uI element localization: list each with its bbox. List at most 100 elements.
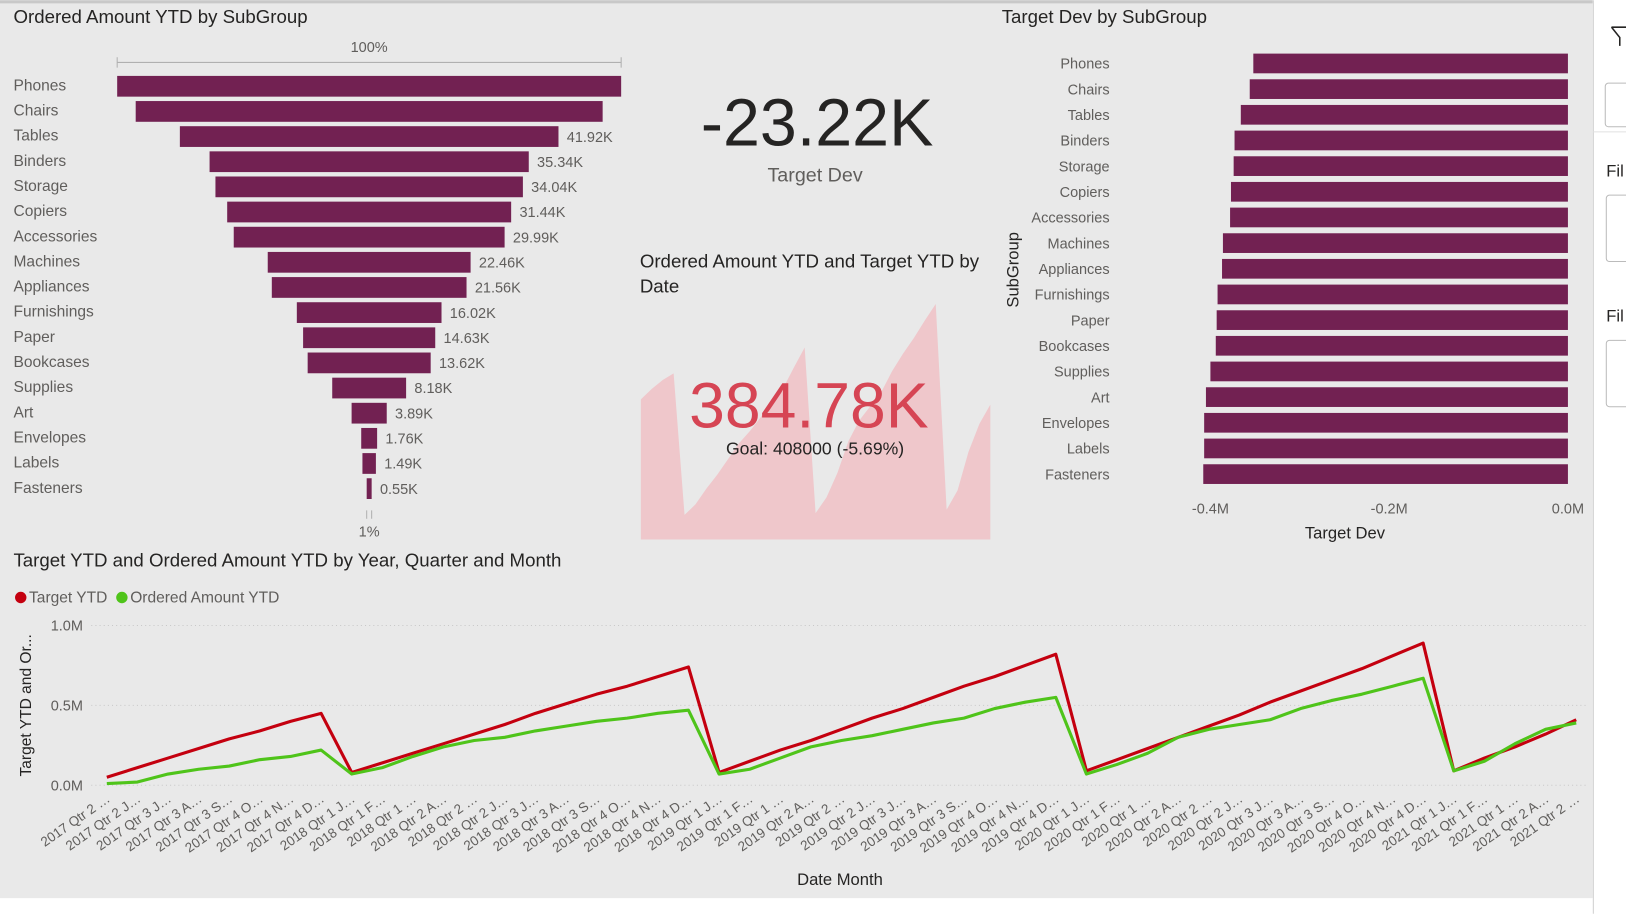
category-label: Tables (1068, 108, 1110, 124)
data-label: 21.56K (475, 281, 521, 297)
bar (1204, 438, 1568, 459)
bar (1210, 361, 1568, 382)
category-label: Art (13, 404, 34, 421)
bar (1230, 181, 1568, 202)
x-tick-label: -0.2M (1371, 502, 1408, 518)
bar (1222, 233, 1568, 253)
category-label: Machines (13, 253, 80, 270)
filter-label: Fil (1606, 307, 1623, 326)
kpi-goal: Goal: 408000 (-5.69%) (726, 438, 904, 458)
category-label: Furnishings (1035, 288, 1110, 304)
bar (1240, 104, 1568, 125)
kpi-value: 384.78K (689, 369, 929, 441)
funnel-bar (209, 151, 529, 173)
series-line (106, 676, 1577, 786)
data-label: 35.34K (537, 155, 583, 171)
chart-title: Ordered Amount YTD by SubGroup (13, 6, 307, 27)
legend-marker (15, 591, 27, 604)
bar (1249, 79, 1568, 99)
bar (1217, 284, 1568, 305)
canvas-footer (0, 898, 1593, 914)
funnel-bar (361, 427, 378, 449)
funnel-bar (271, 277, 467, 298)
bar (1203, 464, 1568, 484)
y-tick-label: 1.0M (51, 619, 83, 635)
funnel-bar (296, 302, 442, 323)
category-label: Appliances (13, 279, 89, 296)
data-label: 14.63K (444, 331, 490, 347)
chart-title: Target YTD and Ordered Amount YTD by Yea… (13, 549, 561, 570)
data-label: 1.76K (385, 432, 423, 448)
legend-label: Ordered Amount YTD (130, 590, 279, 607)
category-label: Bookcases (1039, 339, 1110, 355)
category-label: Art (1091, 390, 1110, 406)
chart-title: Ordered Amount YTD and Target YTD by Dat… (639, 251, 980, 297)
category-label: Appliances (1039, 262, 1110, 278)
data-label: 34.04K (531, 180, 577, 196)
y-axis-title: Target YTD and Or... (18, 634, 35, 776)
funnel-top-label: 100% (351, 40, 388, 56)
funnel-bar (227, 201, 512, 223)
filter-icon[interactable] (1610, 26, 1626, 46)
funnel-bar (117, 75, 622, 97)
data-label: 22.46K (479, 255, 525, 271)
category-label: Accessories (1031, 211, 1109, 227)
filter-button[interactable] (1604, 82, 1626, 128)
y-tick-label: 0.5M (51, 699, 83, 715)
funnel-bar (332, 377, 407, 399)
category-label: Phones (1060, 57, 1109, 73)
x-axis-title: Target Dev (1305, 523, 1386, 542)
funnel-bar (366, 478, 372, 499)
y-tick-label: 0.0M (51, 778, 83, 794)
category-label: Bookcases (13, 354, 89, 371)
funnel-bar (233, 226, 505, 248)
data-label: 16.02K (450, 306, 496, 322)
kpi-title-box: Ordered Amount YTD and Target YTD by Dat… (639, 251, 980, 297)
filter-pane (1592, 0, 1626, 914)
funnel-bar (307, 352, 431, 374)
category-label: Accessories (13, 228, 97, 245)
category-label: Chairs (13, 103, 58, 120)
data-label: 1.49K (384, 457, 422, 473)
category-label: Binders (13, 153, 66, 170)
legend-marker (116, 591, 128, 604)
data-label: 13.62K (439, 356, 485, 372)
category-label: Fasteners (13, 480, 82, 497)
funnel-bracket (116, 57, 622, 68)
y-axis-title: SubGroup (1003, 232, 1022, 308)
bar (1222, 258, 1568, 279)
category-label: Machines (1048, 236, 1110, 252)
bar (1253, 53, 1568, 74)
data-label: 29.99K (513, 230, 559, 246)
category-label: Copiers (13, 203, 67, 220)
bar (1234, 130, 1568, 151)
category-label: Envelopes (1042, 416, 1110, 432)
category-label: Binders (1060, 134, 1109, 150)
category-label: Storage (1059, 159, 1110, 175)
funnel-bar (215, 176, 523, 198)
category-label: Labels (13, 455, 59, 472)
funnel-bar (351, 402, 387, 424)
funnel-bar (135, 101, 603, 122)
funnel-bar (179, 126, 559, 147)
category-label: Phones (13, 77, 66, 94)
funnel-bottom-label: 1% (359, 524, 380, 540)
funnel-bar (267, 251, 471, 273)
category-label: Paper (1071, 313, 1110, 329)
bar (1216, 310, 1568, 330)
category-label: Copiers (1060, 185, 1110, 201)
filter-card[interactable] (1605, 339, 1626, 408)
filter-label: Fil (1606, 161, 1623, 180)
card-label: Target Dev (767, 165, 862, 187)
funnel-bracket (366, 510, 373, 519)
category-label: Storage (13, 178, 67, 195)
category-label: Supplies (1054, 365, 1110, 381)
funnel-bar (303, 327, 436, 349)
x-tick-label: -0.4M (1192, 502, 1229, 518)
category-label: Paper (13, 329, 55, 346)
filter-card[interactable] (1605, 194, 1626, 263)
legend-label: Target YTD (29, 590, 107, 607)
category-label: Labels (1067, 442, 1110, 458)
